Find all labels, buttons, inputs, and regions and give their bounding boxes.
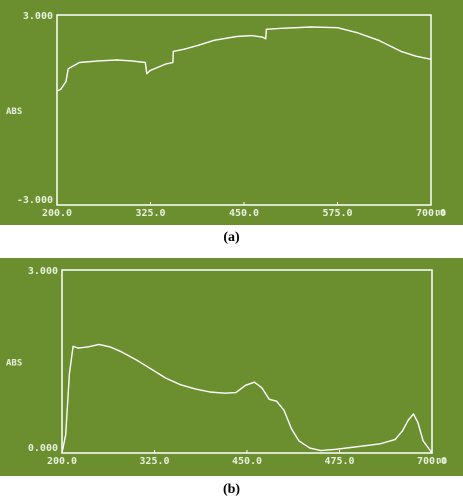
data-point <box>164 63 167 65</box>
x-tick-label: 700.0 <box>416 208 446 219</box>
data-point <box>235 392 237 394</box>
data-point <box>268 398 270 400</box>
data-point <box>417 421 419 424</box>
y-axis-label: ABS <box>6 359 22 369</box>
data-point <box>72 345 74 347</box>
chart-b-svg: 200.0 325.0 450.0 475.0 700.0nm 3.000 0.000 ABS <box>6 266 447 467</box>
x-tick-label: 325.0 <box>139 456 169 467</box>
data-point <box>67 68 69 70</box>
data-point <box>379 443 381 445</box>
data-point <box>320 450 322 452</box>
data-point <box>235 35 238 38</box>
data-point <box>261 387 263 389</box>
data-point <box>280 27 282 29</box>
data-point <box>131 60 133 62</box>
data-point <box>116 59 118 61</box>
data-point <box>56 90 58 92</box>
data-point <box>179 384 181 386</box>
caption-b: (b) <box>222 482 241 497</box>
data-point <box>120 351 122 353</box>
y-tick-label-bottom: -3.000 <box>17 195 53 206</box>
data-point <box>149 69 152 71</box>
data-point <box>77 347 79 349</box>
data-point <box>65 80 67 83</box>
data-point <box>144 61 146 64</box>
data-point <box>250 35 253 37</box>
data-point <box>172 50 174 53</box>
data-point <box>265 38 267 40</box>
data-point <box>165 377 167 379</box>
data-point <box>146 73 148 75</box>
data-point <box>310 26 312 28</box>
data-point <box>78 61 80 64</box>
data-point <box>335 448 337 450</box>
data-point <box>61 452 63 454</box>
data-point <box>97 60 99 62</box>
data-point <box>109 346 111 348</box>
x-tick-label: 200.0 <box>47 456 77 467</box>
data-point <box>422 440 424 442</box>
series-line <box>56 26 432 92</box>
data-point <box>276 400 278 402</box>
data-point <box>60 88 62 90</box>
x-tick-label: 700.0 <box>417 456 447 467</box>
data-point <box>298 440 300 442</box>
data-point <box>244 384 247 386</box>
data-point <box>198 44 200 46</box>
x-tick-label: 575.0 <box>322 208 352 219</box>
plot-frame <box>61 269 433 454</box>
y-tick-label-bottom: 0.000 <box>28 443 58 454</box>
data-point <box>213 39 215 41</box>
chart-a-svg: 200.0 325.0 450.0 575.0 700.0nm 3.000 -3.000 AB… <box>6 11 446 219</box>
data-point <box>412 413 415 415</box>
y-axis-label: ABS <box>6 107 22 117</box>
data-point <box>355 31 357 33</box>
data-point <box>415 55 417 57</box>
data-point <box>401 430 403 432</box>
y-tick-label-top: 3.000 <box>28 266 58 277</box>
x-tick-label: 475.0 <box>324 456 354 467</box>
data-point <box>283 409 285 411</box>
data-point <box>290 428 292 430</box>
caption-a: (a) <box>223 230 240 245</box>
series-line <box>61 343 433 454</box>
data-point <box>407 419 409 421</box>
data-point <box>350 446 352 449</box>
data-point <box>87 346 89 348</box>
data-point <box>135 359 137 361</box>
chart-panel-a: 200.0 325.0 450.0 575.0 700.0 nm 3.000 -3.000 AB… <box>0 0 463 225</box>
data-point <box>68 373 70 375</box>
data-point <box>309 447 311 449</box>
y-tick-label-top: 3.000 <box>23 11 53 22</box>
plot-frame <box>56 14 432 206</box>
x-tick-label: 450.0 <box>229 208 259 219</box>
data-point <box>150 368 152 370</box>
x-axis-unit: nm <box>435 208 446 218</box>
data-point <box>224 392 226 394</box>
data-point <box>430 58 432 60</box>
data-point <box>400 50 402 53</box>
x-tick-label: 325.0 <box>135 208 165 219</box>
data-point <box>265 28 267 30</box>
data-point <box>336 27 339 29</box>
data-point <box>209 391 211 393</box>
x-tick-label: 200.0 <box>42 208 72 219</box>
data-point <box>172 61 174 64</box>
data-point <box>98 343 100 345</box>
data-point <box>364 445 366 447</box>
chart-panel-b: 200.0 325.0 450.0 475.0 700.0 nm 3.000 0.000 ABS <box>0 258 463 476</box>
data-point <box>378 39 380 41</box>
data-point <box>262 36 264 38</box>
x-axis-unit: nm <box>436 456 447 466</box>
data-point <box>394 439 396 441</box>
data-point <box>65 434 67 436</box>
data-point <box>253 381 255 383</box>
data-point <box>183 48 185 50</box>
x-tick-label: 450.0 <box>232 456 262 467</box>
data-point <box>431 452 433 454</box>
data-point <box>194 388 196 390</box>
